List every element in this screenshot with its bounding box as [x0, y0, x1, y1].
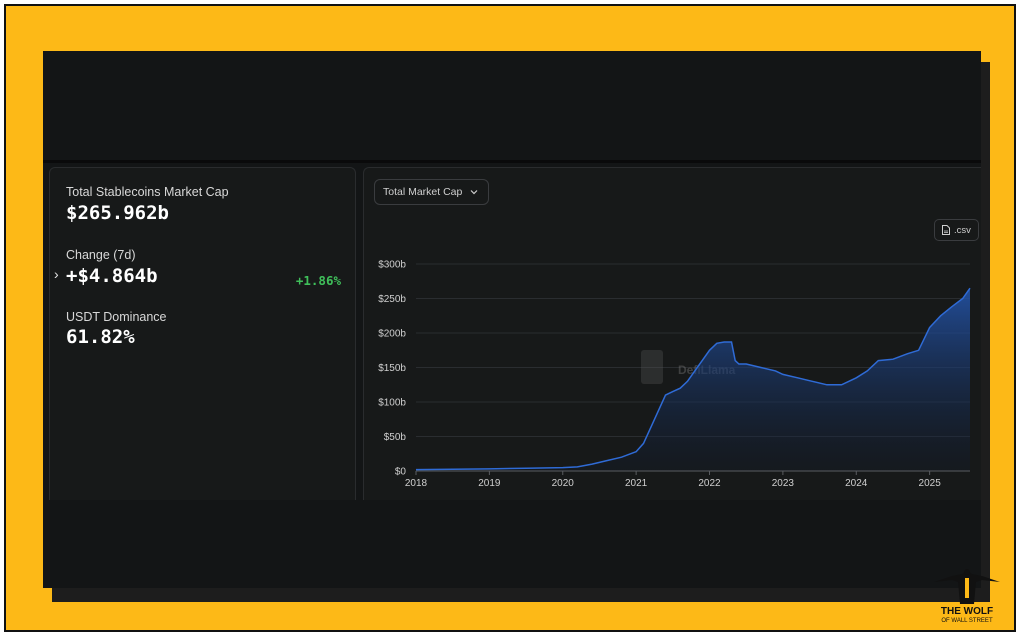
change-percent: +1.86%	[295, 273, 341, 288]
market-cap-chart: DefiLlama 201820192020202120222023202420…	[378, 260, 971, 489]
y-tick-label: $300b	[378, 260, 406, 271]
x-tick-label: 2019	[478, 478, 501, 489]
stats-card: Total Stablecoins Market Cap $265.962b C…	[49, 167, 356, 500]
defillama-logo-icon	[641, 350, 663, 384]
y-tick-label: $0	[395, 467, 407, 478]
metric-dropdown-label: Total Market Cap	[383, 186, 463, 198]
y-tick-label: $250b	[378, 294, 406, 305]
series-line	[415, 287, 971, 471]
x-tick-label: 2024	[845, 478, 868, 489]
y-tick-label: $100b	[378, 398, 406, 409]
change-label: Change (7d)	[66, 248, 136, 262]
chart-card: Total Market Cap .csv DefiLlama 20182019…	[363, 167, 981, 500]
wolf-of-wall-street-logo	[934, 569, 1000, 604]
brand-title: THE WOLF	[940, 606, 994, 617]
chevron-right-icon[interactable]: ›	[54, 266, 59, 282]
series-area	[416, 288, 970, 471]
dashboard-panel: Total Stablecoins Market Cap $265.962b C…	[43, 51, 981, 588]
metric-dropdown[interactable]: Total Market Cap	[374, 179, 490, 205]
market-cap-value: $265.962b	[66, 202, 169, 224]
y-tick-label: $150b	[378, 363, 406, 374]
brand-subtitle: OF WALL STREET	[941, 618, 993, 624]
file-icon	[942, 225, 951, 235]
chevron-down-icon	[470, 190, 478, 195]
x-tick-label: 2023	[772, 478, 795, 489]
y-tick-label: $50b	[384, 432, 407, 443]
dominance-value: 61.82%	[66, 326, 135, 348]
dominance-label: USDT Dominance	[66, 310, 167, 324]
x-tick-label: 2022	[698, 478, 721, 489]
x-tick-label: 2021	[625, 478, 648, 489]
x-tick-label: 2020	[552, 478, 575, 489]
change-value[interactable]: +$4.864b	[66, 265, 158, 287]
section-divider	[43, 160, 981, 163]
csv-download-button[interactable]: .csv	[934, 219, 979, 241]
y-tick-label: $200b	[378, 329, 406, 340]
x-tick-label: 2018	[405, 478, 428, 489]
market-cap-label: Total Stablecoins Market Cap	[66, 185, 229, 199]
x-tick-label: 2025	[919, 478, 942, 489]
csv-label: .csv	[954, 224, 971, 236]
